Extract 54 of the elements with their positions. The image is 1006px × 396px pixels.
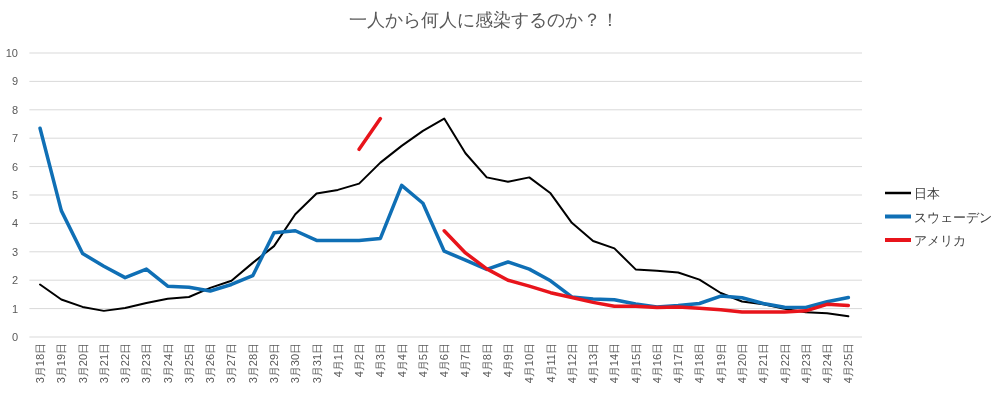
x-tick-label: 3月27日 — [225, 343, 238, 384]
x-tick-label: 3月24日 — [161, 343, 174, 384]
y-tick-label: 7 — [11, 132, 18, 145]
x-tick-label: 3月23日 — [140, 343, 153, 384]
y-tick-label: 1 — [11, 302, 18, 315]
x-tick-label: 4月8日 — [480, 343, 493, 378]
x-tick-label: 3月20日 — [76, 343, 89, 384]
legend-label: 日本 — [914, 186, 940, 201]
y-tick-label: 5 — [11, 189, 18, 201]
x-tick-label: 3月29日 — [268, 343, 281, 384]
x-tick-label: 4月22日 — [778, 343, 791, 384]
x-tick-label: 4月3日 — [374, 343, 387, 378]
x-tick-label: 4月14日 — [608, 343, 621, 384]
x-tick-label: 4月18日 — [693, 343, 706, 384]
x-tick-label: 4月12日 — [565, 343, 578, 384]
y-tick-label: 10 — [5, 47, 18, 59]
y-tick-label: 6 — [11, 160, 18, 173]
x-tick-label: 4月20日 — [736, 343, 749, 384]
x-tick-label: 3月26日 — [204, 343, 217, 384]
x-tick-label: 4月1日 — [331, 343, 344, 378]
x-tick-label: 3月31日 — [310, 343, 323, 384]
y-tick-label: 4 — [11, 217, 18, 230]
x-tick-label: 4月25日 — [842, 343, 855, 384]
legend-label: アメリカ — [914, 233, 966, 248]
y-tick-label: 8 — [11, 103, 18, 116]
x-tick-label: 3月19日 — [55, 343, 68, 384]
y-tick-label: 0 — [11, 331, 18, 343]
x-tick-label: 4月2日 — [353, 343, 366, 378]
x-tick-label: 4月10日 — [523, 343, 536, 384]
x-tick-label: 4月6日 — [438, 343, 451, 378]
x-tick-label: 4月19日 — [714, 343, 727, 384]
x-tick-label: 4月16日 — [650, 343, 663, 384]
x-tick-label: 4月17日 — [672, 343, 685, 384]
x-tick-label: 4月24日 — [821, 343, 834, 384]
x-tick-label: 3月25日 — [182, 343, 195, 384]
x-tick-label: 4月15日 — [629, 343, 642, 384]
legend-label: スウェーデン — [914, 209, 992, 225]
x-tick-label: 3月18日 — [34, 343, 47, 384]
chart-title: 一人から何人に感染するのか？！ — [349, 10, 620, 30]
x-tick-label: 4月23日 — [799, 343, 812, 384]
x-tick-label: 3月21日 — [97, 343, 110, 384]
x-tick-label: 3月30日 — [289, 343, 302, 384]
x-tick-label: 3月28日 — [246, 343, 259, 384]
x-tick-label: 4月7日 — [459, 343, 472, 378]
y-tick-label: 9 — [11, 75, 18, 88]
x-tick-label: 4月11日 — [544, 343, 557, 383]
y-tick-label: 2 — [11, 274, 18, 287]
x-tick-label: 4月4日 — [395, 343, 408, 378]
x-tick-label: 4月9日 — [502, 343, 515, 378]
x-tick-label: 4月21日 — [757, 343, 770, 384]
x-tick-label: 4月5日 — [416, 343, 429, 378]
y-tick-label: 3 — [11, 245, 18, 258]
x-tick-label: 3月22日 — [119, 343, 132, 384]
x-tick-label: 4月13日 — [587, 343, 600, 384]
